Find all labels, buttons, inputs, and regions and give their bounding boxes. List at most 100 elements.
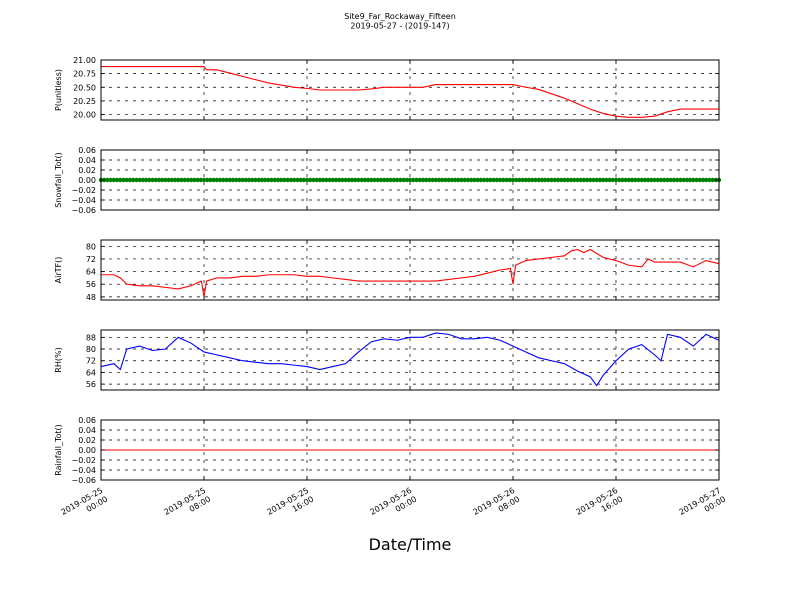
data-point — [575, 177, 580, 183]
y-tick-label: 80 — [86, 242, 96, 251]
y-tick-label: 20.50 — [73, 83, 96, 92]
data-point — [501, 177, 506, 183]
y-tick-label: 0.04 — [78, 156, 96, 165]
chart-title-line2: 2019-05-27 - (2019-147) — [350, 22, 449, 31]
y-tick-label: −0.02 — [71, 456, 96, 465]
data-point — [665, 177, 670, 183]
data-point — [246, 177, 252, 183]
data-point — [285, 177, 290, 183]
data-point — [118, 177, 123, 183]
data-point — [111, 177, 117, 183]
data-point — [295, 177, 300, 183]
data-point — [150, 177, 155, 183]
data-point — [230, 177, 236, 183]
y-axis-label: P(unitless) — [54, 69, 63, 111]
data-point — [362, 177, 368, 183]
data-point — [124, 177, 129, 183]
data-point — [491, 177, 496, 183]
data-point — [388, 177, 393, 183]
data-point — [703, 177, 709, 183]
data-point — [227, 177, 232, 183]
data-point — [420, 177, 426, 183]
data-point — [604, 177, 609, 183]
data-point — [375, 177, 381, 183]
data-point — [430, 177, 435, 183]
data-point — [198, 177, 203, 183]
data-point — [365, 177, 371, 183]
data-point — [507, 177, 512, 183]
y-tick-label: 0.02 — [78, 166, 96, 175]
data-point — [169, 177, 175, 183]
y-tick-label: −0.02 — [71, 186, 96, 195]
data-point — [671, 177, 677, 183]
data-point — [394, 177, 400, 183]
y-tick-label: 0.06 — [78, 416, 96, 425]
panels-group: 20.00 20.25 20.50 20.75 21.00 P(unitless) −0.0… — [54, 56, 722, 485]
data-point — [211, 177, 216, 183]
data-point — [291, 177, 297, 183]
y-tick-label: 0.06 — [78, 146, 96, 155]
data-point — [472, 177, 477, 183]
data-point — [378, 177, 384, 183]
y-axis-label: AirTF() — [54, 257, 63, 284]
data-point — [359, 177, 364, 183]
data-point — [201, 177, 207, 183]
data-point — [462, 177, 467, 183]
data-point — [398, 177, 403, 183]
data-point — [542, 177, 548, 183]
data-point — [195, 177, 200, 183]
data-point — [539, 177, 545, 183]
data-point — [687, 177, 693, 183]
data-point — [382, 177, 387, 183]
data-point — [275, 177, 281, 183]
data-point — [427, 177, 432, 183]
data-point — [658, 177, 664, 183]
data-point — [514, 177, 519, 183]
y-axis-label: Rainfall_Tot() — [54, 424, 63, 476]
data-point — [639, 177, 644, 183]
data-point — [481, 177, 487, 183]
data-point — [259, 177, 265, 183]
y-tick-label: 48 — [86, 293, 96, 302]
data-point — [340, 177, 345, 183]
data-point — [324, 177, 329, 183]
data-point — [526, 177, 532, 183]
y-tick-label: 20.75 — [73, 70, 96, 79]
y-tick-label: 0.04 — [78, 426, 96, 435]
data-point — [121, 177, 126, 183]
data-point — [159, 177, 165, 183]
data-point — [301, 177, 306, 183]
data-point — [256, 177, 261, 183]
data-point — [127, 177, 133, 183]
data-point — [163, 177, 168, 183]
data-point — [298, 177, 303, 183]
data-point — [468, 177, 474, 183]
data-point — [217, 177, 223, 183]
data-point — [243, 177, 249, 183]
y-tick-label: 0.00 — [78, 176, 96, 185]
data-point — [681, 177, 686, 183]
data-point — [224, 177, 229, 183]
data-point — [356, 177, 361, 183]
data-point — [130, 177, 136, 183]
data-point — [533, 177, 538, 183]
panel-4: 56 64 72 80 88 RH(%) — [54, 329, 720, 391]
data-point — [559, 177, 564, 183]
data-point — [565, 177, 570, 183]
data-point — [208, 177, 213, 183]
y-tick-label: 21.00 — [73, 56, 96, 65]
data-point — [176, 177, 181, 183]
y-tick-label: 0.00 — [78, 446, 96, 455]
data-point — [407, 177, 413, 183]
data-point — [626, 177, 632, 183]
data-point — [697, 177, 702, 183]
data-point — [452, 177, 458, 183]
data-point — [327, 177, 332, 183]
data-point — [147, 177, 152, 183]
data-point — [581, 177, 587, 183]
data-point — [391, 177, 397, 183]
data-point — [282, 177, 287, 183]
data-point — [172, 177, 178, 183]
